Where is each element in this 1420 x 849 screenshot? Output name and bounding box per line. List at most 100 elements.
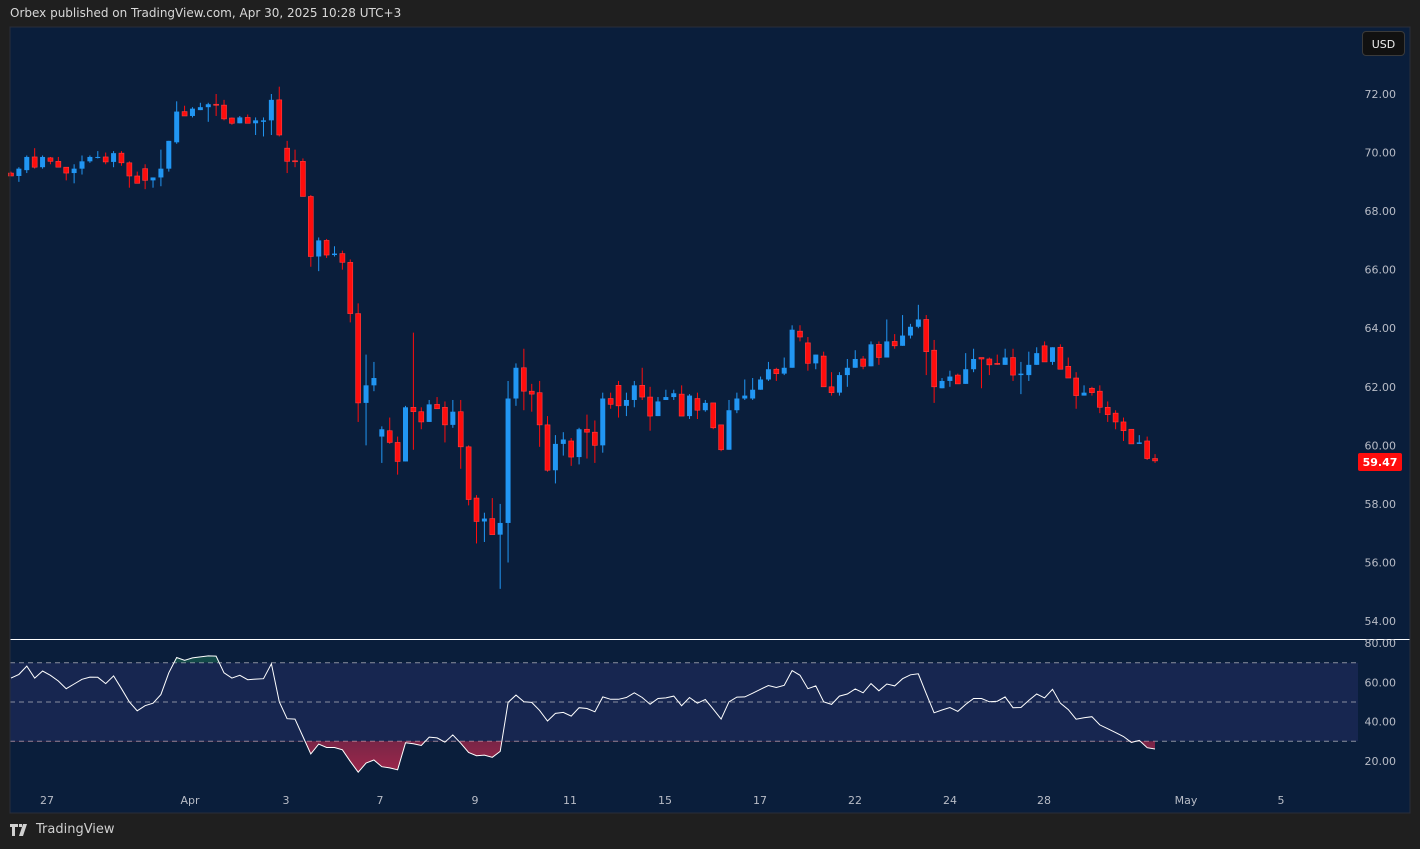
candle-down[interactable]	[607, 392, 614, 409]
candle-up[interactable]	[726, 399, 732, 450]
candle-up[interactable]	[426, 399, 432, 422]
footer-brand[interactable]: TradingView	[10, 822, 115, 837]
candle-down[interactable]	[284, 140, 290, 174]
candle-up[interactable]	[16, 167, 22, 182]
candle-down[interactable]	[978, 357, 985, 389]
candle-up[interactable]	[600, 392, 606, 453]
candle-down[interactable]	[718, 424, 724, 452]
candle-up[interactable]	[702, 399, 708, 412]
candle-up[interactable]	[513, 363, 519, 406]
candle-up[interactable]	[742, 379, 748, 400]
candle-up[interactable]	[631, 380, 637, 408]
candle-down[interactable]	[339, 250, 346, 270]
candle-down[interactable]	[828, 372, 835, 396]
candle-up[interactable]	[379, 426, 385, 463]
candle-up[interactable]	[939, 378, 945, 389]
candle-down[interactable]	[931, 339, 937, 403]
candle-up[interactable]	[174, 101, 180, 144]
candle-up[interactable]	[450, 399, 456, 428]
candle-down[interactable]	[876, 341, 882, 365]
candle-down[interactable]	[1120, 417, 1127, 441]
candle-up[interactable]	[71, 164, 77, 184]
candle-down[interactable]	[292, 149, 298, 168]
candle-down[interactable]	[647, 386, 653, 431]
candle-up[interactable]	[852, 350, 858, 368]
candle-up[interactable]	[765, 361, 771, 381]
candle-down[interactable]	[986, 357, 993, 376]
candle-up[interactable]	[971, 348, 977, 373]
candle-down[interactable]	[805, 337, 811, 371]
candle-down[interactable]	[102, 152, 109, 165]
candle-up[interactable]	[758, 376, 764, 390]
candle-down[interactable]	[1010, 348, 1016, 381]
candle-down[interactable]	[994, 354, 1001, 365]
candle-down[interactable]	[773, 367, 780, 381]
candle-up[interactable]	[947, 370, 953, 387]
candle-up[interactable]	[403, 405, 408, 462]
candle-up[interactable]	[205, 102, 211, 122]
currency-button[interactable]: USD	[1362, 31, 1405, 56]
candle-down[interactable]	[63, 166, 70, 181]
candle-up[interactable]	[1002, 348, 1008, 365]
candle-down[interactable]	[300, 158, 306, 197]
candle-up[interactable]	[237, 115, 243, 124]
candle-down[interactable]	[323, 238, 330, 258]
candle-down[interactable]	[536, 380, 543, 447]
candle-up[interactable]	[963, 353, 969, 384]
candle-up[interactable]	[87, 155, 93, 163]
candle-up[interactable]	[316, 237, 322, 272]
candle-up[interactable]	[253, 117, 259, 135]
candle-up[interactable]	[868, 341, 874, 367]
candle-down[interactable]	[221, 99, 227, 121]
candle-down[interactable]	[276, 86, 283, 137]
candle-down[interactable]	[1041, 341, 1048, 363]
candle-up[interactable]	[1081, 385, 1087, 396]
candle-up[interactable]	[95, 151, 101, 159]
candle-down[interactable]	[355, 303, 361, 422]
candle-up[interactable]	[844, 358, 850, 387]
candle-down[interactable]	[1128, 428, 1135, 445]
candle-down[interactable]	[860, 356, 866, 370]
candle-up[interactable]	[663, 389, 669, 400]
candle-down[interactable]	[347, 259, 354, 323]
candle-up[interactable]	[260, 117, 266, 137]
candle-down[interactable]	[442, 401, 448, 443]
candle-down[interactable]	[213, 94, 219, 116]
candle-down[interactable]	[410, 332, 417, 450]
candle-down[interactable]	[1152, 454, 1158, 463]
candle-up[interactable]	[576, 427, 582, 465]
candle-up[interactable]	[1026, 351, 1032, 381]
candle-down[interactable]	[126, 161, 133, 188]
candle-down[interactable]	[1057, 344, 1064, 370]
price-axis[interactable]: 72.00 70.00 68.00 66.00 64.00 62.00 60.00 58.00…	[1365, 88, 1397, 628]
candle-down[interactable]	[923, 315, 930, 376]
candle-down[interactable]	[584, 414, 590, 459]
candle-up[interactable]	[40, 155, 46, 169]
candle-down[interactable]	[820, 351, 827, 388]
candle-up[interactable]	[552, 435, 558, 484]
candle-up[interactable]	[687, 394, 693, 420]
candle-down[interactable]	[8, 171, 14, 177]
candle-up[interactable]	[363, 354, 369, 446]
candle-up[interactable]	[915, 304, 921, 329]
candle-up[interactable]	[481, 512, 487, 542]
candle-down[interactable]	[1089, 386, 1095, 396]
candle-up[interactable]	[789, 325, 795, 368]
candle-down[interactable]	[568, 438, 574, 466]
candle-down[interactable]	[678, 385, 685, 417]
candle-down[interactable]	[694, 392, 701, 420]
candle-up[interactable]	[24, 155, 30, 174]
candle-down[interactable]	[418, 407, 425, 430]
candle-down[interactable]	[1097, 385, 1103, 414]
candle-down[interactable]	[954, 373, 961, 385]
candle-down[interactable]	[1112, 410, 1119, 430]
candle-down[interactable]	[592, 420, 598, 463]
candle-up[interactable]	[1049, 347, 1055, 365]
candle-up[interactable]	[900, 315, 906, 346]
candle-down[interactable]	[489, 498, 496, 535]
candle-up[interactable]	[836, 372, 842, 396]
candle-down[interactable]	[55, 156, 62, 168]
candle-down[interactable]	[229, 117, 235, 125]
candle-up[interactable]	[497, 503, 503, 589]
